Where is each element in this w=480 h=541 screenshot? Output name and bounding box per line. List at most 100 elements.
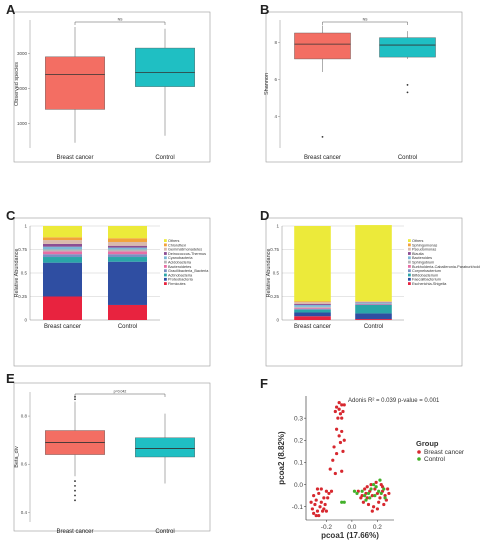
bar-segment [108, 304, 147, 320]
category-label: Control [155, 155, 174, 161]
bar-segment [43, 254, 82, 258]
y-tick-label: 0 [276, 318, 279, 323]
category-label: Breast cancer [304, 155, 341, 161]
legend-swatch [164, 265, 167, 268]
bar-segment [294, 306, 331, 308]
bar-segment [108, 245, 147, 248]
scatter-point [333, 409, 337, 414]
bar-segment [294, 304, 331, 307]
y-tick-label: 6 [274, 77, 277, 82]
scatter-point [317, 513, 321, 518]
bar-segment [43, 237, 82, 241]
box-outlier [74, 499, 76, 502]
scatter-point [383, 494, 387, 498]
scatter-point [341, 409, 345, 414]
box-outlier [406, 84, 409, 86]
scatter-point [382, 487, 386, 491]
bar-segment [43, 240, 82, 244]
legend-swatch [408, 256, 411, 260]
scatter-point [322, 507, 326, 511]
legend-swatch [408, 243, 411, 247]
bar-segment [355, 304, 392, 314]
legend-swatch [164, 277, 167, 281]
bar-segment [108, 261, 147, 305]
scatter-point [312, 494, 316, 498]
scatter-point [335, 451, 339, 456]
panel-frame [13, 217, 211, 367]
legend-label: Proteobacteria [168, 278, 194, 282]
scatter-point [352, 489, 357, 493]
scatter-point [328, 467, 332, 471]
category-label: Control [364, 324, 383, 330]
legend-swatch [164, 243, 167, 247]
legend-label: Blautia [412, 252, 424, 256]
box-body [45, 56, 105, 110]
panel-label: E [6, 371, 15, 386]
significance-label: p=0.042 [114, 390, 127, 394]
legend-label: Chloroflexi [168, 243, 186, 247]
bar-segment [43, 262, 82, 297]
scatter-point [363, 494, 367, 498]
scatter-point [319, 487, 323, 491]
significance-bracket [74, 393, 166, 397]
category-label: Breast cancer [56, 155, 93, 161]
bar-segment [108, 247, 147, 250]
bar-segment [43, 296, 82, 320]
y-tick-label: -0.1 [292, 504, 304, 511]
legend-swatch [408, 265, 411, 268]
panel-frame [13, 11, 211, 163]
legend-label: Burkholderia-Caballeronia-Paraburkholder… [412, 265, 480, 269]
legend-swatch [164, 282, 167, 285]
y-tick-label: 8 [274, 40, 277, 45]
panel-label: A [6, 2, 16, 17]
bar-segment [294, 312, 331, 317]
legend-swatch [408, 273, 411, 277]
category-label: Control [118, 324, 137, 330]
scatter-point [315, 487, 320, 491]
legend-label: Control [424, 456, 446, 463]
y-tick-label: 0 [24, 318, 27, 323]
legend-title: Group [416, 439, 439, 448]
legend-label: Others [168, 239, 179, 243]
scatter-point [355, 491, 359, 496]
legend-label: Breast cancer [424, 449, 465, 456]
scatter-point [364, 498, 368, 502]
legend-label: Corynebacterium [412, 269, 441, 273]
legend-label: Gracilibacteria_Bacteria [168, 269, 209, 273]
box-outlier [74, 398, 76, 401]
y-tick-label: 0.8 [21, 414, 28, 419]
y-tick-label: 0.6 [21, 462, 28, 467]
y-tick-label: 2000 [17, 86, 28, 91]
scatter-point [340, 416, 344, 420]
scatter-point [324, 489, 329, 493]
scatter-point [338, 440, 343, 445]
legend-swatch [408, 282, 411, 285]
bar-segment [43, 226, 82, 238]
legend-label: Others [412, 239, 423, 243]
category-label: Breast cancer [56, 529, 93, 535]
bar-segment [108, 257, 147, 262]
legend-swatch [408, 252, 411, 255]
scatter-point [335, 405, 339, 409]
legend-swatch [164, 269, 167, 273]
scatter-point [324, 509, 329, 513]
scatter-point [309, 500, 313, 504]
scatter-point [340, 429, 344, 434]
legend-marker [417, 457, 421, 461]
scatter-point [327, 491, 331, 496]
legend-swatch [408, 277, 411, 281]
bar-segment [43, 257, 82, 263]
y-tick-label: 0.2 [294, 437, 303, 444]
legend-swatch [408, 247, 411, 251]
x-tick-label: 0.2 [373, 524, 382, 531]
bar-segment [294, 302, 331, 305]
scatter-point [342, 403, 346, 407]
legend-marker [417, 450, 421, 454]
scatter-point [382, 502, 386, 507]
scatter-point [363, 487, 367, 491]
scatter-point [337, 434, 341, 438]
scatter-point [387, 491, 391, 496]
legend-swatch [164, 260, 167, 264]
legend-label: Actinobacteria [168, 273, 193, 277]
y-axis-label: Beta_div [14, 446, 20, 468]
